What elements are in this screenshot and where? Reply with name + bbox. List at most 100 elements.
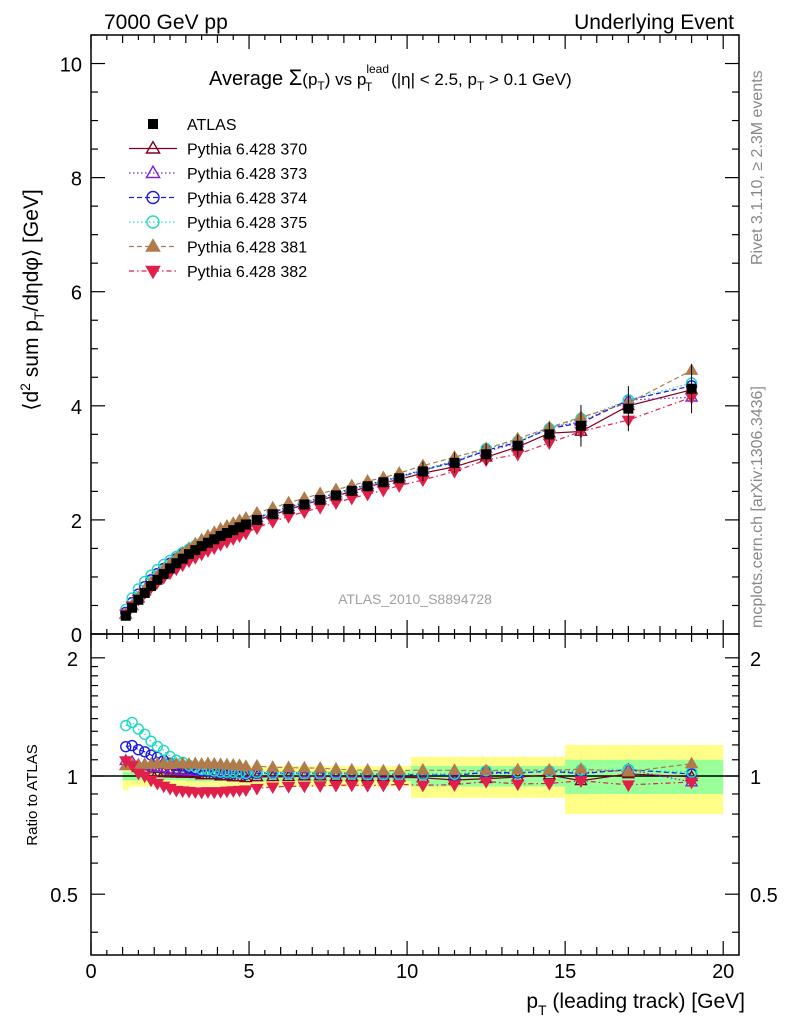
ratio-point — [297, 768, 312, 781]
ratio-point — [684, 777, 699, 790]
x-tick-label: 10 — [396, 961, 418, 983]
rivet-label: Rivet 3.1.10, ≥ 2.3M events — [749, 70, 766, 265]
legend-item: Pythia 6.428 375 — [129, 215, 307, 232]
ratio-point — [511, 762, 525, 775]
x-tick-label: 5 — [243, 961, 254, 983]
series-line — [125, 369, 692, 615]
legend: ATLAS Pythia 6.428 370 Pythia 6.428 373 Pyt… — [129, 117, 307, 281]
y-tick-label: 8 — [71, 169, 82, 191]
ratio-y-tick-label: 0.5 — [50, 885, 78, 907]
data-point — [512, 440, 523, 451]
main-title: Average Σ(pT) vs plead T (|η| < 2.5, pT >… — [209, 62, 572, 94]
ratio-point — [542, 763, 557, 775]
ratio-point — [125, 760, 139, 773]
ratio-point — [250, 765, 264, 778]
ratio-point — [266, 760, 280, 772]
legend-label: Pythia 6.428 375 — [187, 215, 307, 232]
data-point — [171, 558, 182, 569]
legend-label: Pythia 6.428 382 — [187, 264, 307, 281]
data-point — [346, 485, 357, 496]
ratio-point — [250, 758, 264, 771]
legend-marker — [146, 215, 160, 229]
data-point — [267, 509, 278, 520]
data-point — [165, 563, 176, 574]
ratio-point — [266, 765, 280, 778]
ratio-line — [125, 762, 692, 773]
data-point — [330, 490, 341, 501]
data-point — [190, 545, 201, 556]
data-point — [686, 383, 697, 394]
x-tick-label: 15 — [554, 961, 576, 983]
data-point — [283, 504, 294, 515]
data-point — [394, 473, 405, 484]
data-point — [183, 549, 194, 560]
ratio-point — [574, 761, 588, 774]
ratio-tick-labels: 0.5 0.51 12 20 5 10 15 20 — [50, 649, 778, 983]
main-series — [119, 363, 699, 622]
ratio-point — [360, 781, 375, 793]
data-point — [152, 574, 163, 585]
x-tick-label: 0 — [85, 961, 96, 983]
ratio-point — [360, 763, 375, 775]
data-point — [449, 457, 460, 468]
legend-marker — [145, 265, 161, 280]
ratio-point — [281, 760, 296, 773]
data-point — [376, 485, 391, 498]
ratio-point — [416, 780, 430, 793]
legend-label: Pythia 6.428 373 — [187, 166, 307, 183]
ratio-point — [329, 769, 343, 782]
data-point — [228, 525, 239, 536]
data-point — [215, 530, 226, 541]
x-tick-label: 20 — [712, 961, 734, 983]
data-point — [250, 523, 264, 536]
data-point — [623, 403, 634, 414]
ratio-point — [313, 761, 327, 773]
ratio-point — [120, 741, 132, 753]
ratio-point — [266, 782, 280, 795]
main-panel: 0 2 4 6 8 10 Average Σ(pT) vs plead T (|η| < 2… — [17, 34, 740, 647]
series-line — [125, 396, 692, 615]
data-point — [202, 537, 213, 548]
data-point — [251, 514, 262, 525]
ratio-series — [119, 716, 699, 800]
watermark: ATLAS_2010_S8894728 — [338, 591, 492, 607]
legend-label: Pythia 6.428 370 — [187, 142, 307, 159]
legend-marker — [145, 238, 161, 252]
ratio-point — [158, 744, 170, 757]
data-point — [362, 481, 373, 492]
data-point — [299, 499, 310, 510]
ratio-point — [313, 781, 327, 793]
ratio-point — [329, 780, 343, 793]
ratio-ticks — [90, 634, 739, 955]
ratio-point — [542, 779, 557, 791]
ratio-point — [345, 780, 359, 793]
ratio-y-tick-label: 1 — [67, 767, 78, 789]
legend-item: Pythia 6.428 374 — [129, 191, 307, 208]
data-point — [120, 610, 131, 621]
series-line — [125, 396, 692, 615]
y-tick-label: 0 — [71, 625, 82, 647]
ratio-point — [447, 780, 462, 792]
ratio-point — [297, 781, 312, 794]
ratio-point — [239, 785, 253, 798]
y-tick-label: 4 — [71, 397, 82, 419]
ratio-point — [684, 756, 699, 769]
legend-marker — [145, 140, 161, 154]
data-point — [315, 494, 326, 505]
ratio-point — [345, 762, 359, 775]
legend-item: Pythia 6.428 382 — [129, 264, 307, 281]
ratio-point — [621, 780, 636, 793]
ratio-y-axis-label: Ratio to ATLAS — [24, 744, 41, 845]
ratio-point — [479, 777, 493, 789]
data-point — [177, 553, 188, 564]
ratio-point — [329, 761, 343, 774]
legend-marker — [148, 119, 158, 129]
series-line — [125, 389, 692, 615]
data-point — [209, 534, 220, 545]
data-point — [481, 449, 492, 460]
ratio-point — [120, 719, 132, 732]
ratio-point — [392, 779, 406, 792]
legend-label: Pythia 6.428 374 — [187, 191, 307, 208]
data-point — [146, 581, 157, 592]
